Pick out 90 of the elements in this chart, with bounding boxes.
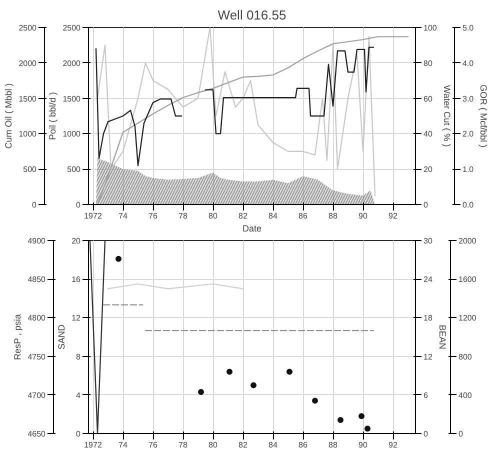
y2-tick-label: 12 bbox=[424, 352, 433, 362]
text: 4850 bbox=[28, 275, 46, 284]
y2-axis-title: Water Cut ( % ) bbox=[442, 85, 452, 147]
x-tick-label: 76 bbox=[148, 212, 158, 220]
x-tick-label: 1972 bbox=[84, 440, 102, 450]
y3-axis-title: GOR ( Mcf/bbl ) bbox=[478, 84, 489, 148]
text: ResP , psia bbox=[12, 314, 23, 360]
y2-tick-label: 6 bbox=[424, 390, 428, 400]
x-tick-label: 80 bbox=[208, 440, 218, 450]
x-tick-label: 90 bbox=[358, 440, 368, 450]
y3-tick-label: 4.0 bbox=[462, 58, 474, 68]
y2-tick-label: 60 bbox=[424, 94, 433, 104]
y-tick-label: 2000 bbox=[62, 58, 82, 68]
x-tick-label: 1972 bbox=[84, 212, 102, 220]
y2-tick-label: 24 bbox=[424, 275, 433, 284]
y3-tick-label: 2000 bbox=[458, 236, 477, 246]
x-tick-label: 74 bbox=[118, 212, 128, 220]
y-tick-label: 0 bbox=[76, 200, 82, 210]
x-tick-label: 82 bbox=[238, 212, 248, 220]
y-tick-label: 500 bbox=[67, 165, 82, 174]
x-tick-label: 88 bbox=[328, 440, 338, 450]
y3-tick-label: 1.0 bbox=[462, 165, 474, 174]
text: 2500 bbox=[18, 24, 38, 32]
text: 4800 bbox=[28, 314, 46, 323]
point bbox=[312, 398, 318, 404]
y-tick-label: 4 bbox=[76, 390, 82, 400]
text: 4750 bbox=[28, 352, 46, 362]
x-tick-label: 88 bbox=[328, 212, 338, 220]
text: 1000 bbox=[18, 130, 38, 139]
x-tick-label: 84 bbox=[268, 212, 278, 220]
x-tick-label: 78 bbox=[178, 440, 188, 450]
y-tick-label: 16 bbox=[72, 275, 82, 284]
y3-tick-label: 800 bbox=[458, 352, 472, 362]
text: 0 bbox=[32, 200, 38, 210]
y-tick-label: 1000 bbox=[62, 130, 82, 139]
text: 500 bbox=[23, 165, 38, 174]
point bbox=[226, 368, 232, 375]
point bbox=[286, 368, 292, 375]
x-tick-label: 90 bbox=[358, 212, 368, 220]
text: 4900 bbox=[28, 236, 46, 246]
point bbox=[338, 416, 344, 423]
x-tick-label: 80 bbox=[208, 212, 218, 220]
y-tick-label: 8 bbox=[76, 352, 82, 362]
text: 4650 bbox=[28, 430, 46, 438]
y2-tick-label: 100 bbox=[424, 24, 438, 32]
x-tick-label: 82 bbox=[238, 440, 248, 450]
text: 1500 bbox=[18, 94, 38, 104]
x-tick-label: 78 bbox=[178, 212, 188, 220]
y2-tick-label: 18 bbox=[424, 314, 433, 323]
y2-tick-label: 0 bbox=[424, 200, 428, 210]
x-tick-label: 86 bbox=[298, 212, 308, 220]
y3-tick-label: 0.0 bbox=[462, 200, 474, 210]
point bbox=[250, 382, 256, 388]
point bbox=[116, 256, 122, 262]
y3-tick-label: 2.0 bbox=[462, 130, 474, 139]
y3-tick-label: 5.0 bbox=[462, 24, 474, 32]
y-tick-label: 1500 bbox=[62, 94, 82, 104]
y3-tick-label: 0 bbox=[458, 430, 464, 438]
y2-tick-label: 20 bbox=[424, 165, 433, 174]
y2-tick-label: 30 bbox=[424, 236, 433, 246]
text: 4700 bbox=[28, 390, 46, 400]
point bbox=[198, 389, 204, 395]
x-tick-label: 92 bbox=[388, 212, 398, 220]
line-series bbox=[96, 28, 376, 196]
y2-tick-label: 0 bbox=[424, 430, 428, 438]
x-axis-title: Date bbox=[242, 224, 262, 234]
chart-title: Well 016.55 bbox=[218, 8, 286, 22]
y-tick-label: 0 bbox=[76, 430, 82, 438]
point bbox=[358, 413, 364, 420]
y3-tick-label: 1200 bbox=[458, 314, 477, 323]
line-series bbox=[96, 36, 409, 204]
x-tick-label: 86 bbox=[298, 440, 308, 450]
text: 2000 bbox=[18, 58, 38, 68]
y-tick-label: 20 bbox=[72, 236, 82, 246]
x-tick-label: 84 bbox=[268, 440, 278, 450]
y2-tick-label: 80 bbox=[424, 58, 433, 68]
text: Cum Oil ( Mbbl ) bbox=[4, 83, 14, 149]
y3-tick-label: 1600 bbox=[458, 275, 477, 284]
y2-tick-label: 40 bbox=[424, 130, 433, 139]
y-tick-label: 12 bbox=[72, 314, 82, 323]
point bbox=[364, 426, 370, 432]
x-tick-label: 92 bbox=[388, 440, 398, 450]
y2-axis-title: BEAN bbox=[437, 324, 448, 350]
y-tick-label: 2500 bbox=[62, 24, 82, 32]
y3-tick-label: 400 bbox=[458, 390, 472, 400]
y-axis-title: SAND bbox=[56, 324, 67, 350]
y3-tick-label: 3.0 bbox=[462, 94, 474, 104]
y-axis-title: Poil ( bbl/d ) bbox=[48, 92, 58, 140]
x-tick-label: 76 bbox=[148, 440, 158, 450]
x-tick-label: 74 bbox=[118, 440, 128, 450]
